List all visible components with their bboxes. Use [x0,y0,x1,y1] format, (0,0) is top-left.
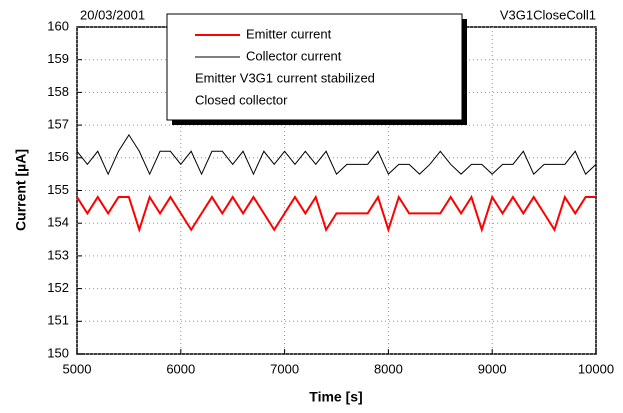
y-tick-label: 156 [47,149,69,164]
x-tick-label: 7000 [270,361,299,376]
legend-label: Collector current [246,48,342,63]
legend-label: Emitter current [246,26,332,41]
x-tick-label: 6000 [166,361,195,376]
annotation-run: V3G1CloseColl1 [500,7,596,22]
y-tick-label: 160 [47,18,69,33]
y-tick-label: 159 [47,51,69,66]
y-tick-label: 157 [47,117,69,132]
y-axis-label: Current [µA] [13,149,29,231]
y-tick-label: 155 [47,182,69,197]
y-tick-label: 154 [47,215,69,230]
y-tick-label: 151 [47,313,69,328]
x-tick-label: 9000 [478,361,507,376]
annotation-date: 20/03/2001 [80,7,145,22]
series-line [76,194,596,234]
x-axis-label: Time [s] [309,389,362,405]
legend-note: Emitter V3G1 current stabilized [195,70,375,85]
x-tick-label: 10000 [578,361,614,376]
x-tick-label: 8000 [374,361,403,376]
x-tick-label: 5000 [63,361,92,376]
y-tick-label: 153 [47,247,69,262]
legend-box [166,13,463,121]
y-tick-label: 150 [47,345,69,360]
y-tick-label: 158 [47,84,69,99]
legend-note: Closed collector [195,92,288,107]
y-tick-label: 152 [47,280,69,295]
series-line [76,133,597,176]
